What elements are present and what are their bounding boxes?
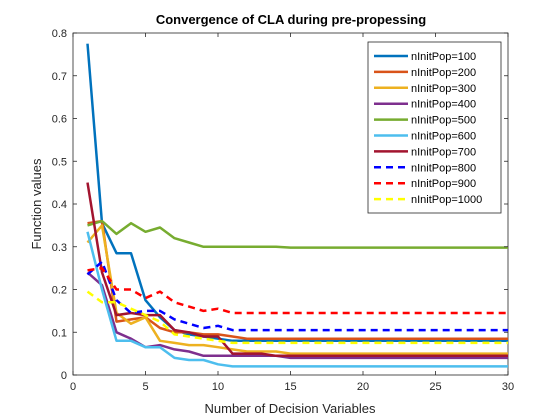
chart-title: Convergence of CLA during pre-propessing [156,12,426,27]
series-line-6 [86,231,508,368]
legend-entry-8: nInitPop=800 [411,162,476,174]
series-layer [86,43,508,368]
y-tick-label: 0 [61,370,67,382]
series-line-7 [86,182,508,358]
series-line-3 [86,224,508,355]
y-tick-label: 0.6 [52,114,67,126]
legend-box [367,41,502,214]
y-tick-label: 0.3 [52,242,67,254]
series-line-9 [87,266,508,315]
x-tick-label: 0 [70,381,76,393]
legend-entry-5: nInitPop=500 [411,115,476,127]
x-tick-label: 15 [284,381,296,393]
x-axis-label: Number of Decision Variables [205,401,376,416]
x-tick-label: 5 [142,381,148,393]
legend-entry-4: nInitPop=400 [411,99,476,111]
y-tick-label: 0.2 [52,285,67,297]
legend: nInitPop=100 nInitPop=200 nInitPop=300 nIni… [367,41,502,214]
y-tick-label: 0.8 [52,28,67,40]
series-line-10 [86,290,508,345]
legend-entry-6: nInitPop=600 [411,131,476,143]
x-tick-label: 20 [357,381,369,393]
y-tick-label: 0.7 [52,71,67,83]
legend-entry-10: nInitPop=1000 [411,194,482,206]
legend-entry-3: nInitPop=300 [411,83,476,95]
legend-entry-1: nInitPop=100 [411,51,476,63]
y-tick-label: 0.4 [52,199,67,211]
legend-entry-2: nInitPop=200 [411,67,476,79]
x-tick-label: 30 [502,381,514,393]
legend-entry-7: nInitPop=700 [411,146,476,158]
axes: 0 5 10 15 20 25 30 0 0.1 0.2 0.3 0.4 0.5 0.6 0.7 0.8 [52,28,514,393]
y-axis-label: Function values [29,158,44,250]
y-tick-label: 0.1 [52,327,67,339]
series-line-4 [86,271,508,360]
x-tick-label: 25 [429,381,441,393]
legend-entry-9: nInitPop=900 [411,178,476,190]
series-line-5 [87,219,508,249]
y-tick-label: 0.5 [52,156,67,168]
series-line-2 [87,219,508,340]
x-tick-label: 10 [212,381,224,393]
